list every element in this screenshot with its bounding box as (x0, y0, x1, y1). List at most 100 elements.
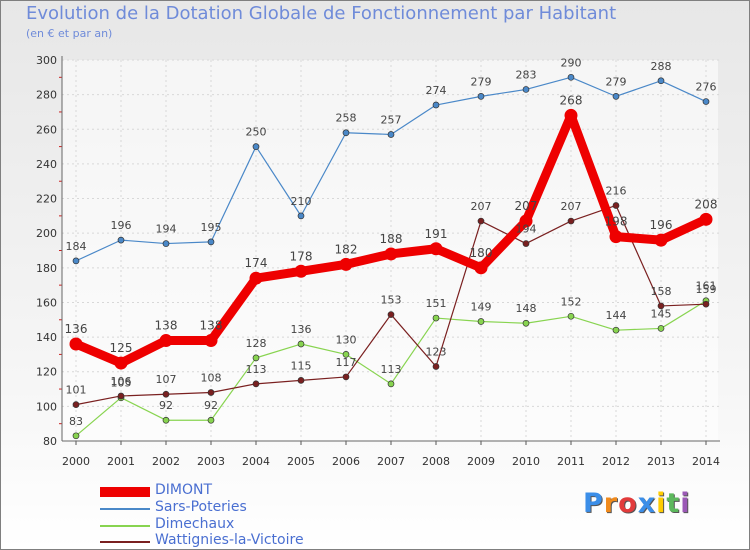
logo-letter: P (583, 488, 604, 519)
data-label-sars-poteries: 288 (651, 60, 672, 73)
x-tick-label: 2005 (287, 455, 315, 468)
data-label-wattignies-la-victoire: 207 (471, 200, 492, 213)
data-point-wattignies-la-victoire (117, 392, 125, 400)
logo-letter: x (637, 488, 657, 519)
logo-letter: i (656, 488, 667, 519)
data-point-wattignies-la-victoire (657, 302, 665, 310)
data-label-sars-poteries: 279 (606, 75, 627, 88)
logo-letter: t (666, 488, 681, 519)
data-point-dimont (699, 212, 713, 226)
data-label-dimechaux: 128 (246, 337, 267, 350)
data-label-dimont: 136 (65, 322, 88, 336)
data-label-sars-poteries: 274 (426, 84, 447, 97)
data-point-dimont (384, 247, 398, 261)
data-point-sars-poteries (387, 131, 395, 138)
data-point-dimechaux (297, 340, 305, 348)
data-label-wattignies-la-victoire: 117 (336, 356, 357, 369)
data-point-dimechaux (612, 326, 620, 334)
data-label-dimechaux: 161 (696, 280, 717, 293)
proxiti-logo: Proxiti (583, 488, 691, 519)
data-label-wattignies-la-victoire: 159 (696, 283, 717, 296)
data-point-sars-poteries (207, 238, 215, 246)
data-label-dimechaux: 148 (516, 302, 537, 315)
data-label-dimont: 125 (110, 341, 133, 355)
data-point-wattignies-la-victoire (342, 373, 350, 381)
data-label-dimechaux: 113 (381, 363, 402, 376)
x-tick-label: 2003 (197, 455, 225, 468)
logo-letter: r (603, 488, 619, 519)
data-point-dimont (564, 108, 578, 122)
x-tick-label: 2011 (557, 455, 585, 468)
data-label-dimont: 207 (515, 199, 538, 213)
data-point-dimont (159, 334, 173, 348)
data-label-sars-poteries: 250 (246, 126, 267, 139)
data-point-dimechaux (207, 416, 215, 424)
data-label-sars-poteries: 258 (336, 112, 357, 125)
x-tick-label: 2002 (152, 455, 180, 468)
data-label-sars-poteries: 279 (471, 75, 492, 88)
data-point-dimont (609, 230, 623, 244)
y-tick-label: 200 (36, 227, 57, 240)
data-point-wattignies-la-victoire (252, 380, 260, 388)
data-point-dimechaux (477, 318, 485, 325)
data-point-dimechaux (342, 351, 350, 358)
y-tick-label: 260 (36, 123, 57, 136)
y-tick-label: 300 (36, 54, 57, 67)
legend-label-sars-poteries: Sars-Poteries (155, 499, 247, 515)
y-tick-label: 160 (36, 296, 57, 309)
data-point-wattignies-la-victoire (522, 240, 530, 247)
data-label-dimont: 208 (695, 197, 718, 211)
x-tick-label: 2007 (377, 455, 405, 468)
x-tick-label: 2006 (332, 455, 360, 468)
x-tick-label: 2014 (692, 455, 720, 468)
data-point-dimechaux (162, 416, 170, 424)
x-tick-label: 2010 (512, 455, 540, 468)
data-point-dimont (654, 233, 668, 247)
data-point-sars-poteries (612, 93, 620, 100)
data-point-dimont (204, 334, 218, 348)
data-label-sars-poteries: 195 (201, 221, 222, 234)
data-label-sars-poteries: 210 (291, 195, 312, 208)
data-label-sars-poteries: 290 (561, 56, 582, 69)
chart-subtitle: (en € et par an) (26, 27, 113, 40)
legend-label-dimechaux: Dimechaux (155, 516, 235, 532)
data-point-wattignies-la-victoire (297, 377, 305, 384)
data-point-sars-poteries (297, 212, 305, 220)
data-label-dimechaux: 151 (426, 297, 447, 310)
data-label-dimont: 138 (200, 319, 223, 333)
data-label-sars-poteries: 283 (516, 68, 537, 81)
y-tick-label: 140 (36, 331, 57, 344)
data-label-wattignies-la-victoire: 108 (201, 372, 222, 385)
data-point-dimechaux (252, 354, 260, 362)
logo-letter: o (618, 488, 638, 519)
data-label-sars-poteries: 276 (696, 81, 717, 94)
data-label-wattignies-la-victoire: 194 (516, 223, 537, 236)
data-label-dimechaux: 144 (606, 309, 627, 322)
data-point-dimont (249, 271, 263, 285)
data-label-dimont: 268 (560, 93, 583, 107)
chart-title: Evolution de la Dotation Globale de Fonc… (26, 3, 617, 24)
x-tick-label: 2009 (467, 455, 495, 468)
data-label-dimont: 138 (155, 319, 178, 333)
legend-swatch-dimont (100, 487, 150, 497)
data-point-sars-poteries (117, 236, 125, 244)
data-point-dimont (429, 242, 443, 256)
data-point-dimechaux (522, 319, 530, 327)
data-label-wattignies-la-victoire: 107 (156, 373, 177, 386)
data-point-dimechaux (432, 314, 440, 322)
data-label-sars-poteries: 184 (66, 240, 87, 253)
data-label-wattignies-la-victoire: 153 (381, 294, 402, 307)
data-point-wattignies-la-victoire (72, 401, 80, 408)
data-point-wattignies-la-victoire (612, 202, 620, 209)
data-point-sars-poteries (567, 73, 575, 81)
data-label-wattignies-la-victoire: 101 (66, 384, 87, 397)
data-point-sars-poteries (432, 101, 440, 109)
data-label-dimont: 174 (245, 256, 268, 270)
legend-label-dimont: DIMONT (155, 482, 213, 498)
data-label-dimont: 188 (380, 232, 403, 246)
data-point-sars-poteries (252, 143, 260, 150)
data-point-wattignies-la-victoire (387, 311, 395, 318)
data-point-dimont (114, 356, 128, 370)
data-label-dimechaux: 92 (159, 399, 173, 412)
legend-swatch-dimechaux (100, 525, 150, 527)
